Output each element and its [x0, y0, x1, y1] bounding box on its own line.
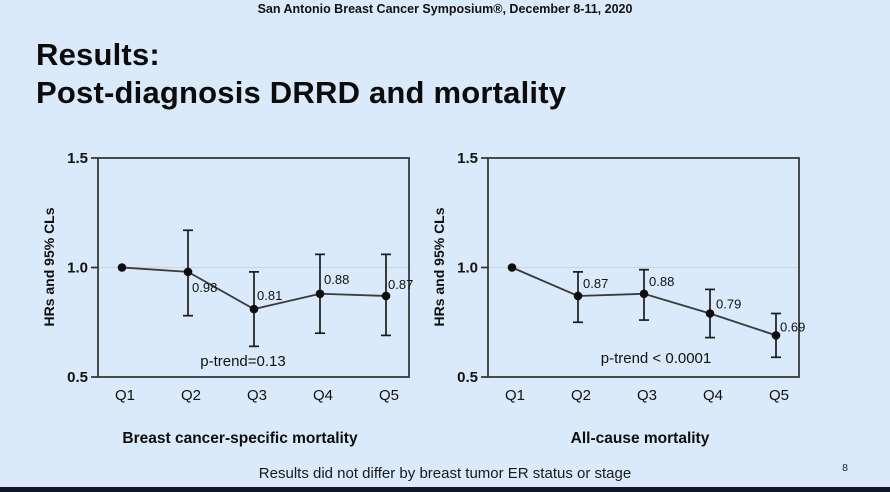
y-tick-label: 1.0 — [457, 260, 478, 277]
p-trend-annotation: p-trend < 0.0001 — [601, 350, 712, 367]
slide-title-line1: Results: — [36, 37, 160, 72]
y-axis-label: HRs and 95% CLs — [431, 207, 447, 326]
x-tick-label: Q1 — [505, 387, 525, 404]
data-point — [639, 289, 649, 299]
data-point — [771, 331, 781, 340]
x-tick-label: Q4 — [703, 387, 723, 404]
slide-title-line2: Post-diagnosis DRRD and mortality — [36, 75, 567, 110]
chart-canvas-right: 1.5 1.0 0.5 HRs and 95% CLs 0.87 0.88 0.79 0.69… — [431, 150, 805, 404]
left-chart-caption: Breast cancer-specific mortality — [122, 430, 358, 447]
x-tick-label: Q5 — [379, 387, 399, 404]
p-trend-annotation: p-trend=0.13 — [200, 353, 285, 370]
data-point-label: 0.79 — [716, 296, 741, 311]
chart-all-cause-mortality: 1.5 1.0 0.5 HRs and 95% CLs 0.87 0.88 0.79 0.69… — [430, 145, 850, 415]
data-point — [315, 289, 325, 299]
x-tick-label: Q5 — [769, 387, 789, 404]
x-tick-label: Q3 — [637, 387, 657, 404]
x-tick-label: Q3 — [247, 387, 267, 404]
x-tick-label: Q4 — [313, 387, 333, 404]
data-point — [507, 263, 517, 272]
conference-header: San Antonio Breast Cancer Symposium®, De… — [257, 2, 633, 16]
data-point — [183, 267, 193, 277]
footer-note: Results did not differ by breast tumor E… — [258, 465, 632, 482]
y-tick-label: 0.5 — [457, 369, 478, 386]
bottom-bar — [0, 487, 890, 492]
data-point-label: 0.87 — [583, 276, 608, 291]
data-point-label: 0.69 — [780, 319, 805, 334]
chart-breast-cancer-specific-mortality: 1.5 1.0 0.5 HRs and 95% CLs 0.98 0.81 0.88 0.87… — [40, 145, 460, 415]
chart-canvas-left: 1.5 1.0 0.5 HRs and 95% CLs 0.98 0.81 0.88 0.87… — [41, 150, 413, 404]
data-point — [249, 304, 259, 314]
data-point-label: 0.81 — [257, 288, 282, 303]
slide-title: Results: Post-diagnosis DRRD and mortali… — [36, 36, 566, 112]
data-point — [573, 291, 583, 301]
x-tick-label: Q1 — [115, 387, 135, 404]
y-tick-label: 1.5 — [457, 150, 478, 167]
y-axis-label: HRs and 95% CLs — [41, 207, 57, 326]
y-tick-label: 1.0 — [67, 260, 88, 277]
data-point — [705, 309, 715, 318]
x-tick-label: Q2 — [181, 387, 201, 404]
data-point-label: 0.98 — [192, 280, 217, 295]
data-point-label: 0.88 — [649, 274, 674, 289]
y-tick-label: 0.5 — [67, 369, 88, 386]
data-point-label: 0.87 — [388, 277, 413, 292]
data-point — [117, 263, 127, 272]
x-tick-label: Q2 — [571, 387, 591, 404]
data-point — [381, 291, 391, 301]
right-chart-caption: All-cause mortality — [570, 430, 710, 447]
data-point-label: 0.88 — [324, 272, 349, 287]
y-tick-label: 1.5 — [67, 150, 88, 167]
page-number: 8 — [842, 462, 848, 474]
